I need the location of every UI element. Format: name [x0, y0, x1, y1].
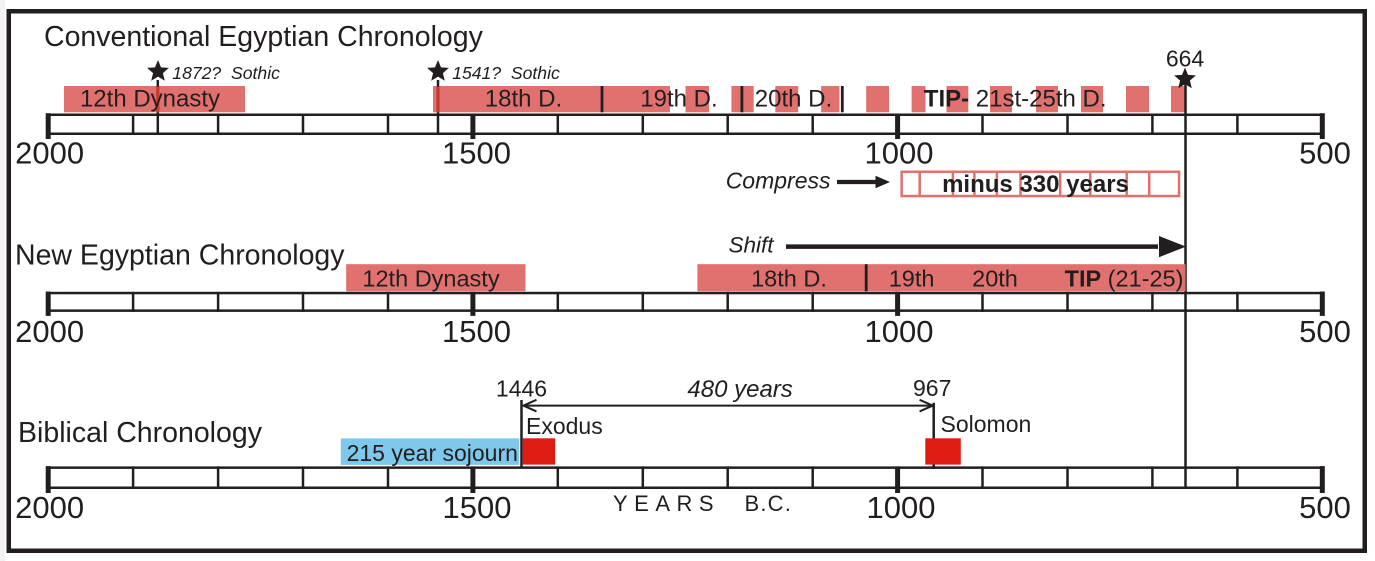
svg-text:18th D.: 18th D. — [751, 266, 827, 292]
svg-text:1872? Sothic: 1872? Sothic — [172, 63, 280, 83]
svg-text:2000: 2000 — [15, 314, 84, 349]
svg-text:19th: 19th — [889, 266, 935, 292]
svg-text:1446: 1446 — [496, 375, 547, 401]
svg-text:1541? Sothic: 1541? Sothic — [452, 63, 560, 83]
svg-text:500: 500 — [1299, 135, 1351, 170]
svg-text:TIP- 21st-25th D.: TIP- 21st-25th D. — [924, 86, 1107, 113]
svg-text:2000: 2000 — [15, 135, 84, 170]
svg-text:Shift: Shift — [729, 232, 776, 257]
svg-text:TIP (21-25): TIP (21-25) — [1065, 266, 1184, 292]
svg-text:YEARS: YEARS — [613, 491, 720, 516]
svg-text:480 years: 480 years — [687, 376, 792, 403]
svg-text:12th Dynasty: 12th Dynasty — [80, 86, 220, 113]
svg-text:1000: 1000 — [867, 490, 936, 525]
svg-text:B.C.: B.C. — [745, 491, 793, 516]
svg-text:Solomon: Solomon — [941, 411, 1032, 437]
svg-text:20th D.: 20th D. — [755, 86, 832, 113]
svg-text:Exodus: Exodus — [526, 413, 603, 439]
svg-text:Compress: Compress — [726, 168, 831, 194]
svg-text:967: 967 — [913, 375, 951, 401]
svg-text:1500: 1500 — [443, 490, 512, 525]
svg-text:12th Dynasty: 12th Dynasty — [362, 266, 499, 292]
svg-text:19th D.: 19th D. — [640, 86, 717, 113]
svg-text:Conventional Egyptian Chronolo: Conventional Egyptian Chronology — [44, 21, 484, 53]
svg-text:1500: 1500 — [442, 314, 511, 349]
svg-text:2000: 2000 — [15, 490, 84, 525]
svg-text:1000: 1000 — [865, 314, 934, 349]
svg-text:500: 500 — [1299, 314, 1351, 349]
svg-text:18th D.: 18th D. — [485, 86, 562, 113]
svg-text:20th: 20th — [972, 266, 1018, 292]
svg-text:Biblical Chronology: Biblical Chronology — [18, 417, 263, 449]
svg-text:500: 500 — [1299, 490, 1351, 525]
svg-text:664: 664 — [1166, 45, 1205, 71]
svg-text:215 year sojourn: 215 year sojourn — [347, 440, 518, 466]
svg-text:minus 330 years: minus 330 years — [942, 171, 1129, 198]
svg-text:1000: 1000 — [865, 135, 934, 170]
svg-text:New Egyptian Chronology: New Egyptian Chronology — [15, 240, 345, 272]
svg-text:1500: 1500 — [442, 135, 511, 170]
